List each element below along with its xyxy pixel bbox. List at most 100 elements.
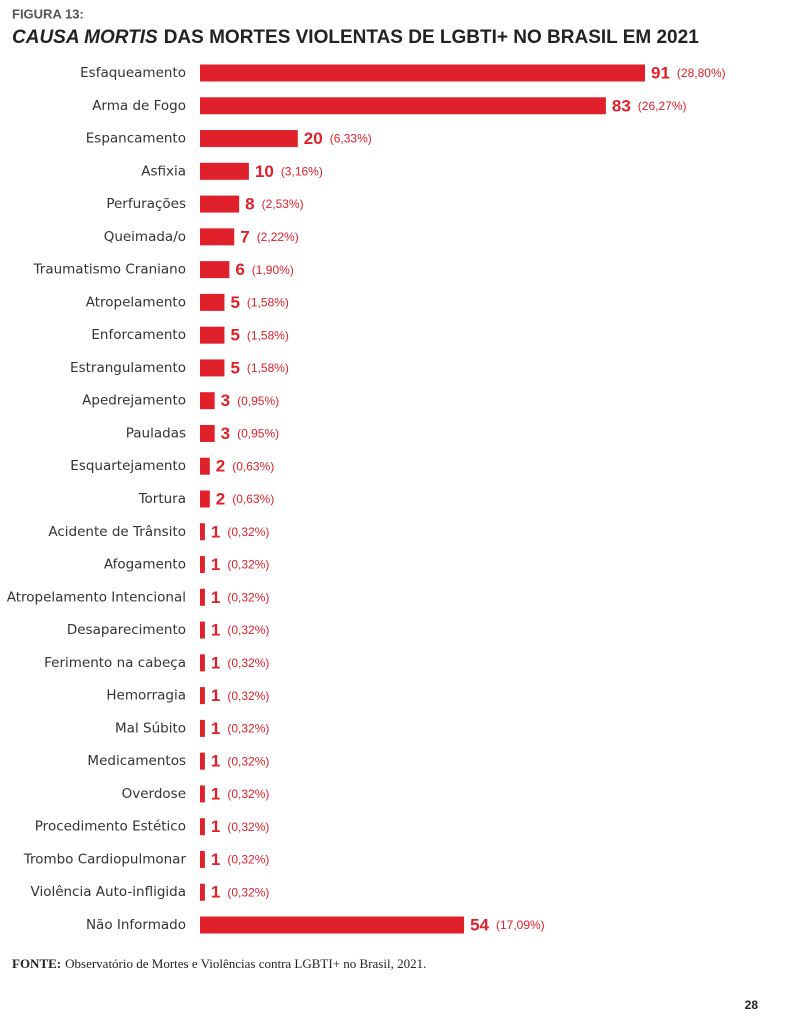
value-label: 5 (230, 358, 239, 377)
category-label: Queimada/o (104, 229, 186, 245)
value-label: 1 (211, 686, 220, 705)
source: FONTE: Observatório de Mortes e Violência… (12, 956, 426, 971)
percent-label: (0,32%) (227, 722, 269, 736)
category-label: Hemorragia (106, 688, 186, 704)
bar (200, 359, 225, 377)
category-label: Espancamento (86, 131, 186, 147)
percent-label: (0,32%) (227, 623, 269, 637)
category-label: Procedimento Estético (35, 819, 186, 835)
bar (200, 392, 215, 410)
bar (200, 293, 225, 311)
value-label: 1 (211, 817, 220, 836)
percent-label: (6,33%) (330, 132, 372, 146)
bar (200, 162, 249, 180)
bar (200, 916, 465, 934)
value-label: 3 (221, 391, 230, 410)
bar (200, 64, 645, 82)
bar (200, 654, 205, 672)
percent-label: (0,32%) (227, 885, 269, 899)
value-label: 1 (211, 784, 220, 803)
value-label: 6 (235, 260, 244, 279)
bar (200, 785, 205, 803)
percent-label: (0,32%) (227, 590, 269, 604)
value-label: 7 (240, 227, 249, 246)
value-label: 5 (230, 326, 239, 345)
value-label: 83 (612, 96, 631, 115)
bar (200, 752, 205, 770)
percent-label: (1,58%) (247, 361, 289, 375)
source-label: FONTE: (12, 956, 61, 971)
bar (200, 687, 205, 705)
category-label: Não Informado (86, 917, 186, 933)
value-label: 20 (304, 129, 323, 148)
category-label: Esfaqueamento (80, 65, 186, 81)
bar (200, 818, 205, 836)
value-label: 10 (255, 162, 274, 181)
bar (200, 228, 235, 246)
category-label: Enforcamento (91, 327, 186, 343)
percent-label: (26,27%) (638, 99, 687, 113)
page-number: 28 (745, 998, 759, 1012)
percent-label: (0,32%) (227, 525, 269, 539)
bar (200, 523, 205, 541)
percent-label: (0,63%) (232, 459, 274, 473)
value-label: 1 (211, 621, 220, 640)
category-label: Tortura (138, 491, 186, 507)
category-label: Traumatismo Craniano (33, 262, 187, 278)
value-label: 54 (470, 915, 489, 934)
category-label: Acidente de Trânsito (48, 524, 186, 540)
percent-label: (1,90%) (252, 263, 294, 277)
bar (200, 719, 205, 737)
category-label: Estrangulamento (70, 360, 186, 376)
value-label: 2 (216, 489, 225, 508)
value-label: 91 (651, 63, 670, 82)
value-label: 1 (211, 555, 220, 574)
percent-label: (0,32%) (227, 787, 269, 801)
title-emphasis: CAUSA MORTIS (12, 27, 158, 48)
bar (200, 883, 205, 901)
source-text: Observatório de Mortes e Violências cont… (65, 956, 426, 971)
percent-label: (0,32%) (227, 754, 269, 768)
category-label: Perfurações (106, 196, 186, 212)
category-label: Atropelamento Intencional (7, 589, 186, 605)
percent-label: (1,58%) (247, 328, 289, 342)
bar (200, 588, 205, 606)
percent-label: (3,16%) (281, 164, 323, 178)
category-label: Overdose (122, 786, 186, 802)
bar (200, 195, 240, 213)
bar (200, 261, 230, 279)
percent-label: (28,80%) (677, 66, 726, 80)
category-label: Desaparecimento (67, 622, 186, 638)
figure-label: FIGURA 13: (12, 6, 84, 21)
value-label: 1 (211, 653, 220, 672)
category-label: Pauladas (126, 425, 186, 441)
percent-label: (0,32%) (227, 853, 269, 867)
category-label: Apedrejamento (82, 393, 186, 409)
percent-label: (0,32%) (227, 689, 269, 703)
category-label: Ferimento na cabeça (44, 655, 186, 671)
bar (200, 326, 225, 344)
value-label: 8 (245, 195, 254, 214)
category-label: Arma de Fogo (92, 98, 186, 114)
value-label: 1 (211, 522, 220, 541)
value-label: 1 (211, 850, 220, 869)
bar (200, 621, 205, 639)
bar (200, 424, 215, 442)
category-label: Medicamentos (87, 753, 186, 769)
title-rest: DAS MORTES VIOLENTAS DE LGBTI+ NO BRASIL… (164, 27, 700, 48)
percent-label: (2,22%) (257, 230, 299, 244)
percent-label: (0,32%) (227, 656, 269, 670)
category-label: Mal Súbito (115, 720, 186, 736)
category-label: Violência Auto-infligida (31, 884, 187, 900)
value-label: 1 (211, 719, 220, 738)
bar (200, 457, 210, 475)
category-label: Trombo Cardiopulmonar (23, 851, 187, 867)
percent-label: (1,58%) (247, 296, 289, 310)
value-label: 1 (211, 588, 220, 607)
category-label: Asfixia (141, 163, 186, 179)
percent-label: (0,95%) (237, 427, 279, 441)
percent-label: (2,53%) (262, 197, 304, 211)
percent-label: (17,09%) (496, 918, 545, 932)
